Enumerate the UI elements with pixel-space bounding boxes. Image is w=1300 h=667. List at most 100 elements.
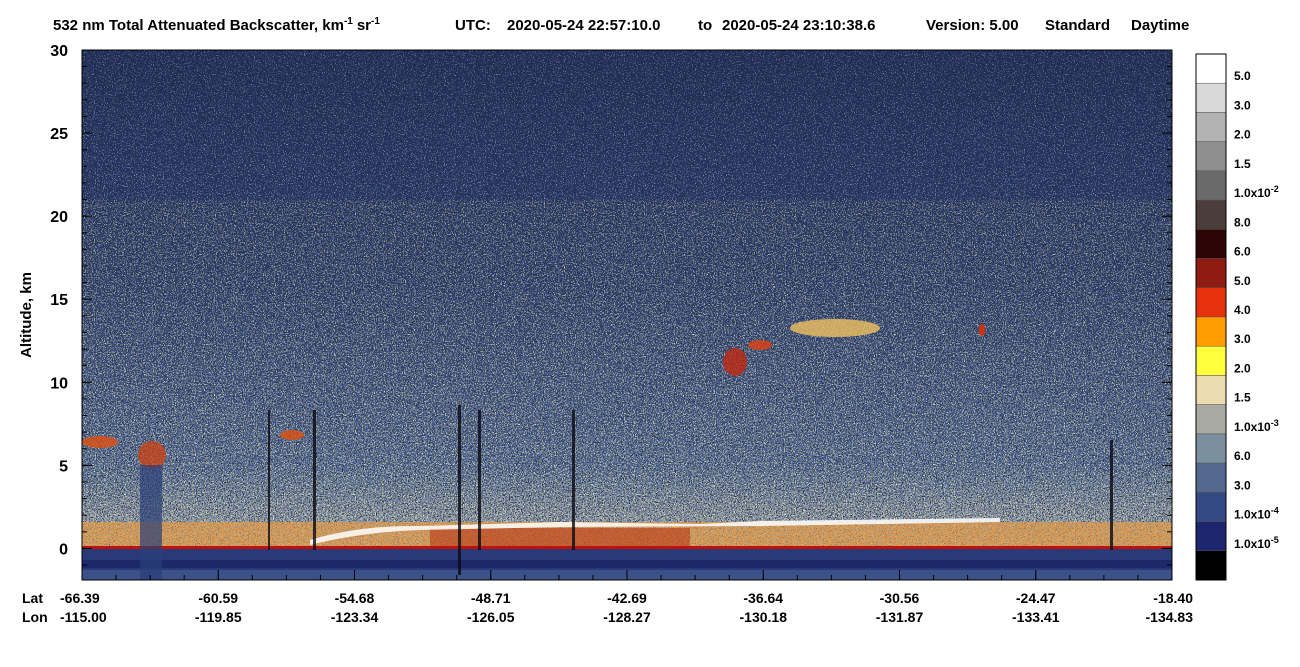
colorbar-label: 4.0: [1234, 303, 1251, 317]
lon-tick-label: -131.87: [876, 609, 924, 625]
y-tick-label: 20: [50, 209, 68, 226]
lon-tick-label: -115.00: [60, 609, 107, 625]
lon-tick-label: -123.34: [331, 609, 379, 625]
colorbar-swatch: [1195, 375, 1227, 405]
utc-start: 2020-05-24 22:57:10.0: [507, 17, 660, 34]
lon-label: Lon: [22, 609, 48, 625]
colorbar-label-base: 1.0x10: [1234, 508, 1271, 522]
colorbar-label-base: 5.0: [1234, 274, 1251, 288]
colorbar-swatch: [1195, 199, 1227, 230]
title-unit: sr: [357, 17, 371, 34]
colorbar-label: 1.0x10-5: [1234, 535, 1279, 551]
lat-tick-label: -60.59: [198, 590, 238, 606]
chart-title: 532 nm Total Attenuated Backscatter, km-…: [53, 16, 1189, 34]
colorbar-swatch: [1195, 82, 1227, 113]
lon-tick-label: -126.05: [467, 609, 515, 625]
y-tick-label: 0: [59, 541, 68, 558]
colorbar-label: 1.5: [1234, 391, 1251, 405]
y-tick-label: 25: [50, 126, 68, 143]
colorbar-swatch: [1195, 53, 1227, 84]
colorbar-swatch: [1195, 170, 1227, 201]
colorbar-swatch: [1195, 492, 1227, 522]
colorbar-label: 3.0: [1234, 478, 1251, 492]
daytime: Daytime: [1131, 17, 1189, 34]
lon-tick-label: -133.41: [1012, 609, 1060, 625]
lat-tick-label: -54.68: [335, 590, 375, 606]
title-text: 532 nm Total Attenuated Backscatter, km-…: [53, 16, 380, 34]
colorbar-swatch: [1195, 345, 1227, 376]
colorbar-label: 6.0: [1234, 245, 1251, 259]
colorbar-label-base: 2.0: [1234, 361, 1251, 375]
lat-tick-label: -30.56: [880, 590, 920, 606]
colorbar-label-exp: -2: [1271, 184, 1279, 194]
colorbar-label-base: 1.5: [1234, 391, 1251, 405]
title-exp: -1: [371, 16, 380, 27]
colorbar-label-exp: -4: [1271, 506, 1279, 516]
colorbar-swatch: [1195, 229, 1227, 259]
colorbar-label-base: 5.0: [1234, 69, 1251, 83]
colorbar-swatch: [1195, 258, 1227, 289]
colorbar-label-exp: -3: [1271, 418, 1279, 428]
y-axis-label: Altitude, km: [18, 272, 35, 358]
colorbar-label: 8.0: [1234, 215, 1251, 229]
colorbar-label: 5.0: [1234, 69, 1251, 83]
colorbar-label-base: 1.0x10: [1234, 186, 1271, 200]
colorbar-label-base: 2.0: [1234, 128, 1251, 142]
colorbar-label-base: 3.0: [1234, 478, 1251, 492]
lat-tick-label: -66.39: [60, 590, 100, 606]
y-tick-label: 5: [59, 458, 68, 475]
title-exp: -1: [344, 16, 353, 27]
lat-tick-label: -18.40: [1153, 590, 1193, 606]
backscatter-image: [82, 50, 1172, 580]
version: Version: 5.00: [926, 17, 1019, 34]
colorbar-label-base: 1.5: [1234, 157, 1251, 171]
colorbar-label-base: 8.0: [1234, 215, 1251, 229]
lat-tick-label: -36.64: [743, 590, 783, 606]
colorbar-swatch: [1195, 462, 1227, 493]
colorbar-label: 6.0: [1234, 449, 1251, 463]
colorbar-label: 1.5: [1234, 157, 1251, 171]
colorbar-swatch: [1195, 404, 1227, 435]
colorbar-swatch: [1195, 112, 1227, 142]
colorbar-swatch: [1195, 141, 1227, 172]
colorbar-label-base: 3.0: [1234, 332, 1251, 346]
lat-tick-label: -42.69: [607, 590, 647, 606]
colorbar-label-exp: -5: [1271, 535, 1279, 545]
colorbar-swatch: [1195, 316, 1227, 347]
colorbar-label: 2.0: [1234, 128, 1251, 142]
colorbar-frame: [1195, 53, 1227, 581]
colorbar-label: 1.0x10-3: [1234, 418, 1279, 434]
colorbar-swatch: [1195, 521, 1227, 552]
utc-label: UTC:: [455, 17, 491, 34]
lat-tick-label: -24.47: [1016, 590, 1056, 606]
colorbar-label-base: 6.0: [1234, 449, 1251, 463]
colorbar-label: 3.0: [1234, 98, 1251, 112]
lon-tick-label: -119.85: [195, 609, 242, 625]
colorbar-label-base: 4.0: [1234, 303, 1251, 317]
colorbar-label: 2.0: [1234, 361, 1251, 375]
product: Standard: [1045, 17, 1110, 34]
colorbar-label-base: 1.0x10: [1234, 537, 1271, 551]
lat-label: Lat: [22, 590, 43, 606]
title-main: 532 nm Total Attenuated Backscatter, km: [53, 17, 344, 34]
y-tick-label: 15: [50, 292, 68, 309]
y-tick-label: 30: [50, 43, 68, 60]
lon-tick-label: -128.27: [603, 609, 651, 625]
lon-tick-label: -134.83: [1146, 609, 1194, 625]
colorbar-label-base: 6.0: [1234, 245, 1251, 259]
colorbar-swatch: [1195, 287, 1227, 318]
colorbar-label: 5.0: [1234, 274, 1251, 288]
colorbar-label-base: 3.0: [1234, 98, 1251, 112]
lon-tick-label: -130.18: [740, 609, 788, 625]
colorbar-swatch: [1195, 550, 1227, 581]
colorbar-label: 1.0x10-4: [1234, 506, 1279, 522]
colorbar-swatch: [1195, 433, 1227, 464]
colorbar-label: 1.0x10-2: [1234, 184, 1279, 200]
colorbar-label: 3.0: [1234, 332, 1251, 346]
utc-end: 2020-05-24 23:10:38.6: [722, 17, 875, 34]
colorbar-label-base: 1.0x10: [1234, 420, 1271, 434]
lat-tick-label: -48.71: [471, 590, 511, 606]
utc-to: to: [698, 17, 712, 34]
y-tick-label: 10: [50, 375, 68, 392]
